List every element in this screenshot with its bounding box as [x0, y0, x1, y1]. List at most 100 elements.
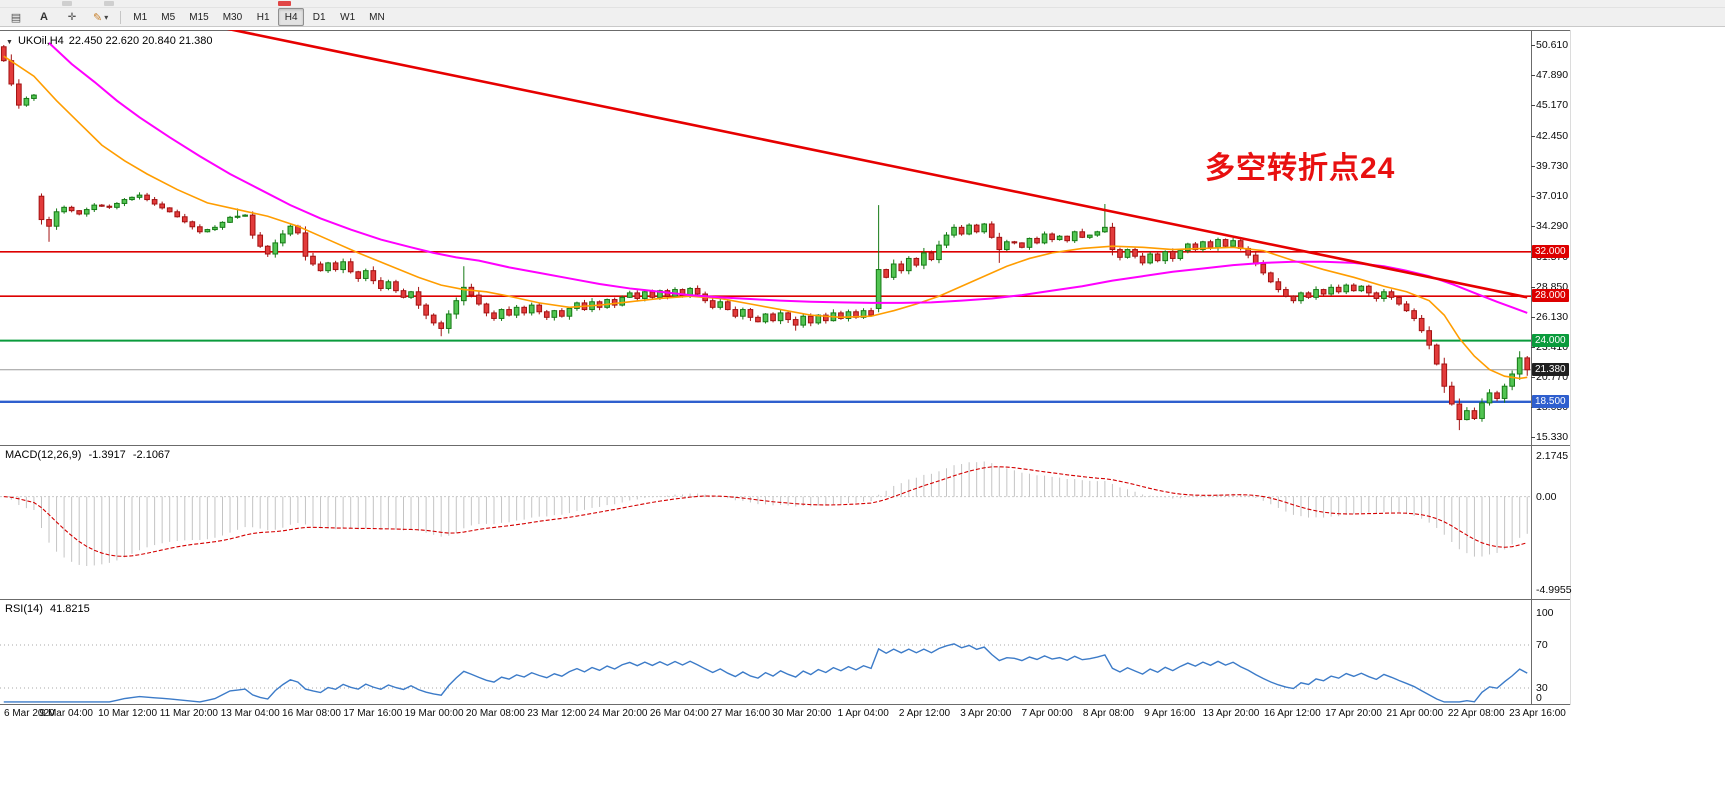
date-label: 19 Mar 00:00	[404, 708, 464, 719]
price-axis-label: 42.450	[1536, 129, 1569, 142]
chevron-down-icon	[102, 12, 108, 23]
date-label: 21 Apr 00:00	[1386, 708, 1444, 719]
price-chart-canvas[interactable]	[0, 30, 1531, 445]
timeframe-button-m1[interactable]: M1	[133, 11, 148, 23]
price-axis-label: 50.610	[1536, 39, 1569, 51]
date-label: 23 Apr 16:00	[1509, 708, 1566, 719]
price-axis-tick	[1531, 376, 1535, 378]
date-label: 13 Mar 04:00	[220, 708, 280, 719]
price-axis-label: 26.130	[1536, 311, 1569, 323]
price-axis-tick	[1531, 135, 1535, 137]
rsi-axis-label: 0	[1536, 692, 1542, 704]
date-label: 17 Apr 20:00	[1325, 708, 1382, 719]
price-axis-tick	[1531, 45, 1535, 46]
date-label: 30 Mar 20:00	[772, 708, 832, 719]
date-label: 8 Apr 08:00	[1082, 708, 1134, 719]
price-axis-tick	[1531, 317, 1535, 318]
macd-axis-label: 2.1745	[1536, 450, 1569, 462]
timeframe-button-m30[interactable]: M30	[222, 11, 243, 23]
price-axis-tick	[1531, 437, 1535, 438]
price-axis-label: 37.010	[1536, 190, 1569, 203]
timeframe-button-h4[interactable]: H4	[278, 8, 305, 26]
rsi-line	[3, 643, 1528, 703]
date-label: 7 Apr 00:00	[1021, 708, 1073, 719]
date-label: 9 Apr 16:00	[1144, 708, 1196, 719]
timeframe-button-m5[interactable]: M5	[161, 11, 176, 23]
macd-indicator-label: MACD(12,26,9) -1.3917 -2.1067	[5, 449, 174, 461]
price-axis-tick	[1531, 286, 1535, 288]
descending-trendline[interactable]	[215, 30, 1528, 299]
date-label: 27 Mar 16:00	[711, 708, 771, 719]
price-tag-32.000: 32.000	[1532, 244, 1569, 258]
timeframe-button-h1[interactable]: H1	[256, 11, 270, 23]
date-label: 13 Apr 20:00	[1202, 708, 1260, 719]
price-axis-tick	[1531, 105, 1535, 107]
symbol-timeframe-label: UKOil,H4	[17, 35, 64, 47]
timeframe-button-w1[interactable]: W1	[340, 11, 356, 23]
panel-separator	[0, 445, 1571, 446]
date-label: 20 Mar 08:00	[465, 708, 525, 719]
pencil-icon	[93, 11, 102, 24]
price-axis-tick	[1531, 347, 1535, 349]
price-axis-label: 15.330	[1536, 431, 1569, 443]
ma-slow-line	[48, 42, 1528, 314]
date-label: 16 Apr 12:00	[1263, 708, 1321, 719]
date-label: 6 Mar 2020	[4, 708, 55, 719]
date-label: 2 Apr 12:00	[898, 708, 951, 719]
date-label: 24 Mar 20:00	[588, 708, 648, 719]
text-tool-button[interactable]: A	[40, 11, 48, 23]
date-label: 11 Mar 20:00	[159, 708, 218, 719]
clipped-icon	[62, 1, 72, 6]
panel-separator	[0, 30, 1571, 31]
timeframe-button-d1[interactable]: D1	[312, 11, 326, 23]
timeframe-button-m15[interactable]: M15	[189, 11, 209, 23]
macd-signal-line	[3, 466, 1528, 557]
price-tag-18.500: 18.500	[1532, 394, 1569, 408]
toolbar-separator	[120, 10, 122, 24]
window-right-edge	[1570, 30, 1571, 705]
price-axis-label: 39.730	[1536, 159, 1569, 172]
panel-separator	[0, 704, 1571, 705]
macd-name: MACD(12,26,9)	[5, 449, 82, 461]
draw-tools-dropdown[interactable]	[87, 8, 114, 26]
date-label: 10 Mar 12:00	[98, 708, 158, 719]
timeframe-button-mn[interactable]: MN	[369, 11, 385, 23]
price-axis-tick	[1531, 75, 1535, 77]
rsi-value: 41.8215	[49, 603, 90, 615]
macd-main-value: -1.3917	[88, 449, 126, 461]
date-label: 3 Apr 20:00	[960, 708, 1012, 719]
macd-axis-label: -4.9955	[1536, 584, 1572, 596]
price-axis-separator	[1531, 30, 1532, 705]
one-click-trading-toggle[interactable]	[6, 35, 13, 47]
bid-price-tag: 21.380	[1532, 362, 1569, 376]
annotation-text[interactable]: 多空转折点24	[1205, 152, 1396, 185]
macd-canvas[interactable]	[0, 446, 1531, 599]
crosshair-icon[interactable]	[59, 8, 85, 26]
price-tag-24.000: 24.000	[1532, 333, 1569, 347]
ohlc-values: 22.450 22.620 20.840 21.380	[68, 35, 213, 47]
panel-separator	[0, 599, 1571, 600]
rsi-canvas[interactable]	[0, 600, 1531, 704]
rsi-axis-label: 30	[1536, 682, 1548, 694]
toolbar: A M1 M5 M15 M30 H1 H4 D1 W1 MN	[0, 8, 1725, 27]
date-label: 22 Apr 08:00	[1447, 708, 1505, 719]
price-axis-label: 45.170	[1536, 99, 1569, 112]
price-axis-tick	[1531, 196, 1535, 198]
charts-grid-icon[interactable]	[3, 8, 29, 26]
price-axis-tick	[1531, 226, 1535, 228]
rsi-indicator-label: RSI(14) 41.8215	[5, 603, 94, 615]
rsi-axis-label: 100	[1536, 606, 1554, 619]
rsi-axis-label: 70	[1536, 639, 1548, 651]
date-label: 9 Mar 04:00	[39, 708, 93, 719]
clipped-red-icon	[278, 1, 291, 6]
date-label: 17 Mar 16:00	[343, 708, 403, 719]
toolbar-clipped-row	[0, 0, 1725, 8]
price-tag-28.000: 28.000	[1532, 289, 1569, 303]
price-axis-tick	[1531, 165, 1535, 167]
chart-title: UKOil,H4 22.450 22.620 20.840 21.380	[6, 35, 213, 47]
rsi-name: RSI(14)	[5, 603, 43, 615]
price-axis-label: 34.290	[1536, 220, 1569, 233]
ma-fast-line	[3, 55, 1528, 380]
date-label: 16 Mar 08:00	[282, 708, 341, 719]
